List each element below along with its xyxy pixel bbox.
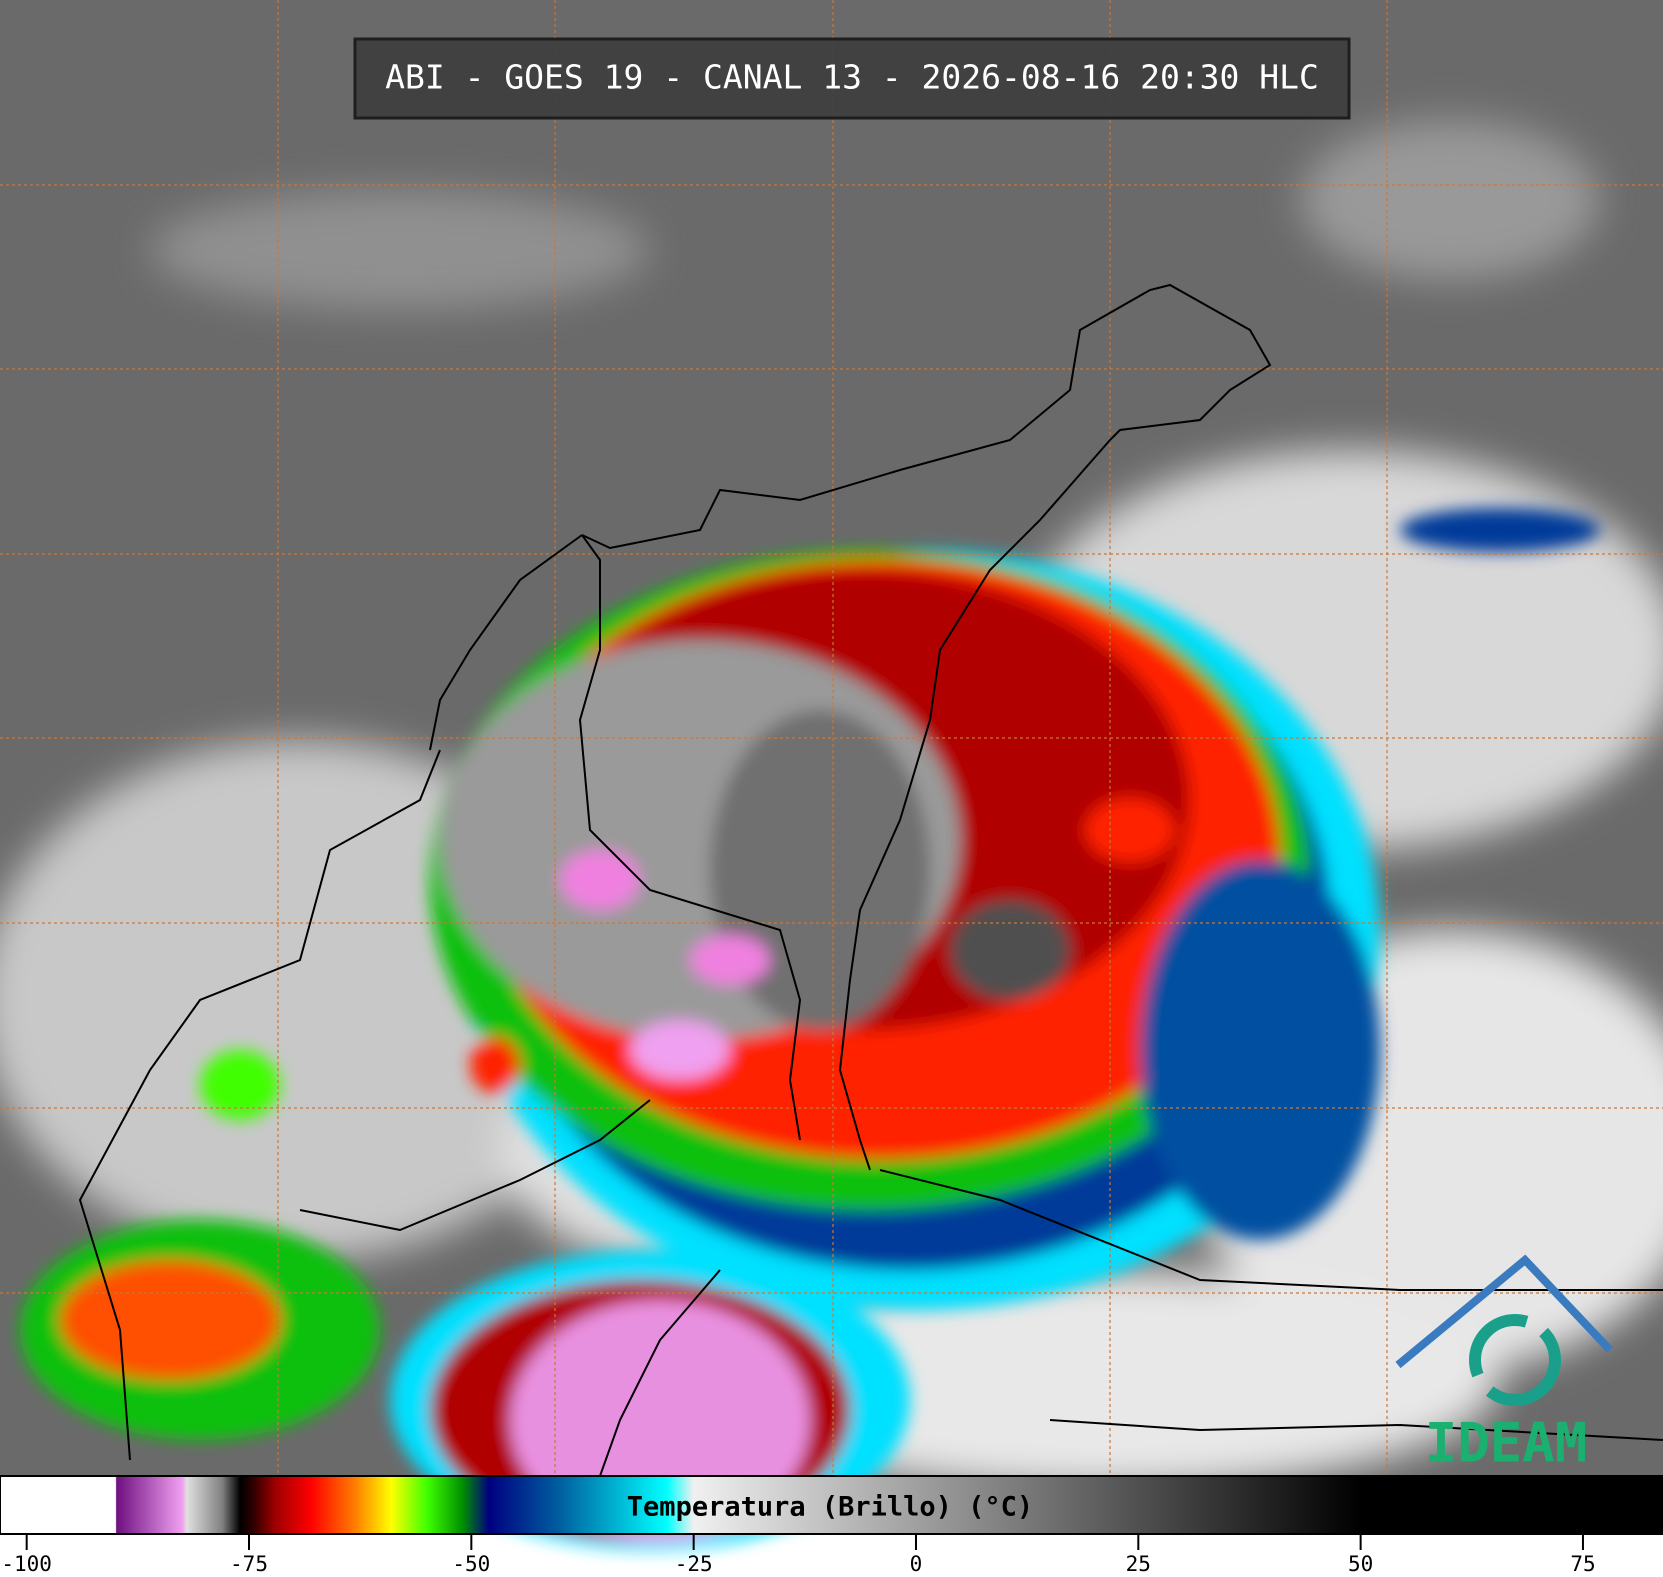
title-box (353, 37, 1351, 120)
tick-label: 75 (1570, 1552, 1595, 1576)
colorbar-ticks: -100 -75 -50 -25 0 25 50 75 (1, 1534, 1596, 1576)
tick-label: 50 (1348, 1552, 1373, 1576)
colorbar-label: Temperatura (Brillo) (°C) (627, 1492, 1033, 1523)
logo: IDEAM (1395, 1254, 1613, 1475)
title: ABI - GOES 19 - CANAL 13 - 2026-08-16 20… (385, 58, 1319, 97)
tick-label: -25 (675, 1552, 713, 1576)
tick-label: 0 (910, 1552, 923, 1576)
colorbar (0, 1475, 1663, 1535)
storm (20, 508, 1600, 1550)
tick-label: 25 (1126, 1552, 1151, 1576)
graticule (0, 0, 1663, 1476)
logo-text: IDEAM (1425, 1412, 1588, 1475)
tick-label: -100 (1, 1552, 52, 1576)
tick-label: -50 (452, 1552, 490, 1576)
tick-label: -75 (230, 1552, 268, 1576)
